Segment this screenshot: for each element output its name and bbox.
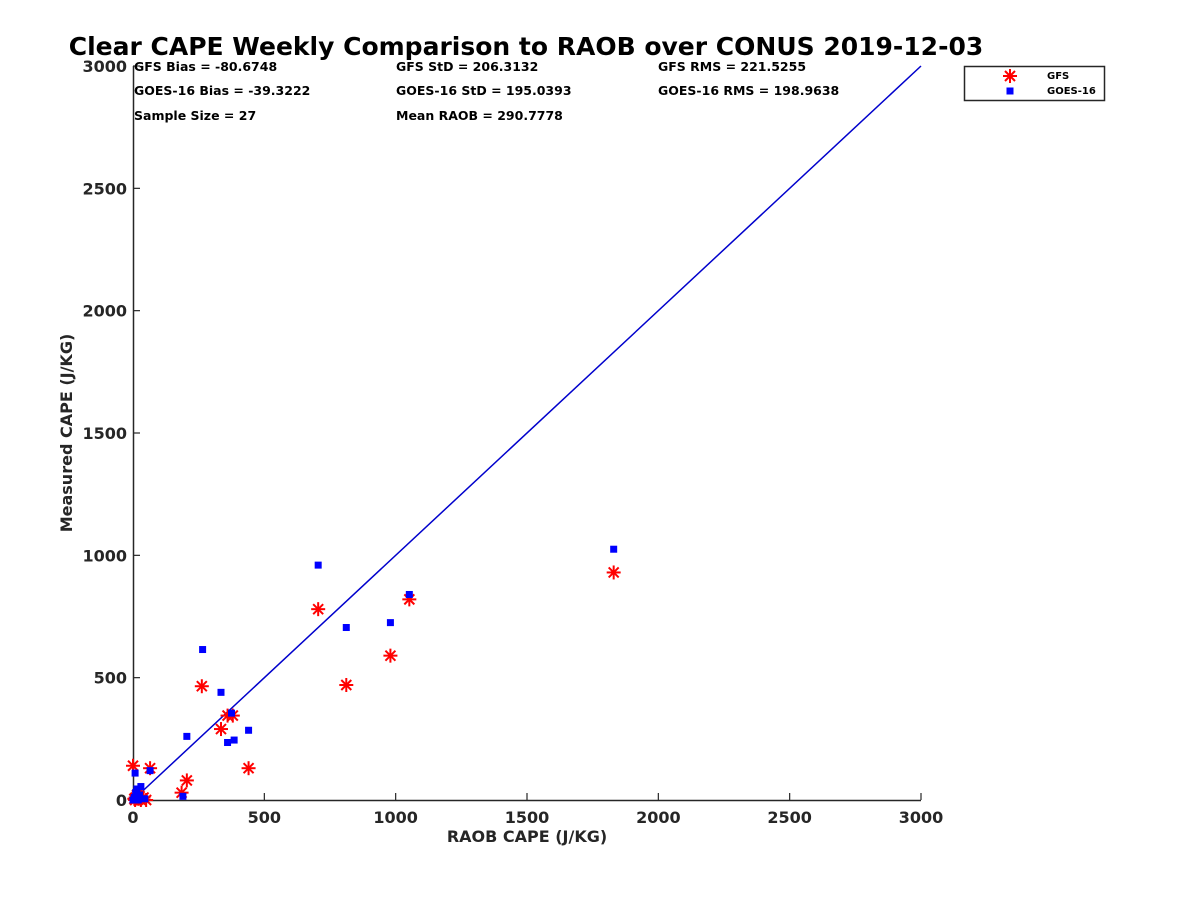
goes-16-point [199, 646, 207, 654]
goes-16-point [137, 783, 145, 791]
x-tick-label: 0 [127, 808, 138, 827]
y-tick-label: 3000 [82, 57, 127, 76]
legend-box [963, 65, 1106, 102]
gfs-point [339, 678, 354, 693]
gfs-point [241, 761, 256, 776]
goes-16-point [183, 732, 191, 740]
goes-16-point [228, 709, 235, 717]
y-axis-ticks: 0 500 1000 1500 2000 2500 3000 [82, 57, 140, 810]
goes-16-point [224, 739, 232, 747]
stat-goes-bias: GOES-16 Bias = -39.3222 [134, 83, 310, 98]
legend-gfs-symbol [1003, 69, 1017, 83]
legend-goes-16-label: GOES-16 [1047, 86, 1096, 97]
series-gfs [126, 565, 621, 807]
stat-gfs-std: GFS StD = 206.3132 [396, 59, 538, 74]
legend-gfs-marker [1003, 69, 1017, 83]
goes-16-point [132, 789, 140, 797]
goes-16-point [217, 688, 225, 696]
x-tick-label: 2500 [767, 808, 812, 827]
goes-16-point [136, 791, 144, 799]
gfs-point [383, 648, 398, 663]
stat-gfs-rms: GFS RMS = 221.5255 [658, 59, 806, 74]
legend-goes-16-symbol [1006, 87, 1014, 95]
goes-16-point [342, 624, 350, 632]
x-tick-label: 1000 [373, 808, 418, 827]
legend-goes-16-marker [1006, 87, 1014, 95]
x-axis-ticks: 0 500 1000 1500 2000 2500 3000 [127, 793, 943, 827]
one-to-one-line [132, 65, 922, 801]
gfs-point [179, 773, 194, 788]
goes-16-point [230, 736, 238, 744]
x-axis-label: RAOB CAPE (J/KG) [447, 827, 607, 846]
y-tick-label: 1000 [82, 546, 127, 565]
stat-sample-size: Sample Size = 27 [134, 108, 256, 123]
gfs-point [213, 722, 228, 737]
goes-16-point [133, 785, 141, 793]
chart-title: Clear CAPE Weekly Comparison to RAOB ove… [69, 32, 984, 61]
gfs-point [606, 565, 621, 580]
legend: GFS GOES-16 [963, 65, 1106, 102]
statistics-block: GFS Bias = -80.6748 GFS StD = 206.3132 G… [134, 59, 839, 123]
y-axis-label: Measured CAPE (J/KG) [57, 334, 76, 533]
goes-16-point [314, 561, 322, 569]
stat-goes-std: GOES-16 StD = 195.0393 [396, 83, 572, 98]
goes-16-point [141, 795, 149, 803]
series-goes-16 [129, 545, 618, 804]
goes-16-point [146, 767, 154, 775]
y-tick-label: 2000 [82, 302, 127, 321]
stat-mean-raob: Mean RAOB = 290.7778 [396, 108, 563, 123]
goes-16-point [131, 769, 139, 777]
stat-goes-rms: GOES-16 RMS = 198.9638 [658, 83, 839, 98]
y-tick-label: 1500 [82, 424, 127, 443]
gfs-point [194, 679, 209, 694]
goes-16-point [134, 796, 142, 804]
stat-gfs-bias: GFS Bias = -80.6748 [134, 59, 277, 74]
x-tick-label: 2000 [636, 808, 681, 827]
x-tick-label: 3000 [899, 808, 944, 827]
legend-gfs-label: GFS [1047, 71, 1069, 82]
goes-16-point [405, 590, 413, 598]
goes-16-point [179, 792, 187, 800]
goes-16-point [130, 794, 138, 802]
gfs-point [311, 602, 326, 617]
y-tick-label: 500 [94, 669, 127, 688]
y-tick-label: 0 [116, 791, 127, 810]
x-tick-label: 1500 [505, 808, 550, 827]
x-tick-label: 500 [248, 808, 281, 827]
goes-16-point [610, 545, 618, 553]
y-tick-label: 2500 [82, 179, 127, 198]
goes-16-point [386, 619, 394, 627]
goes-16-point [245, 726, 253, 734]
